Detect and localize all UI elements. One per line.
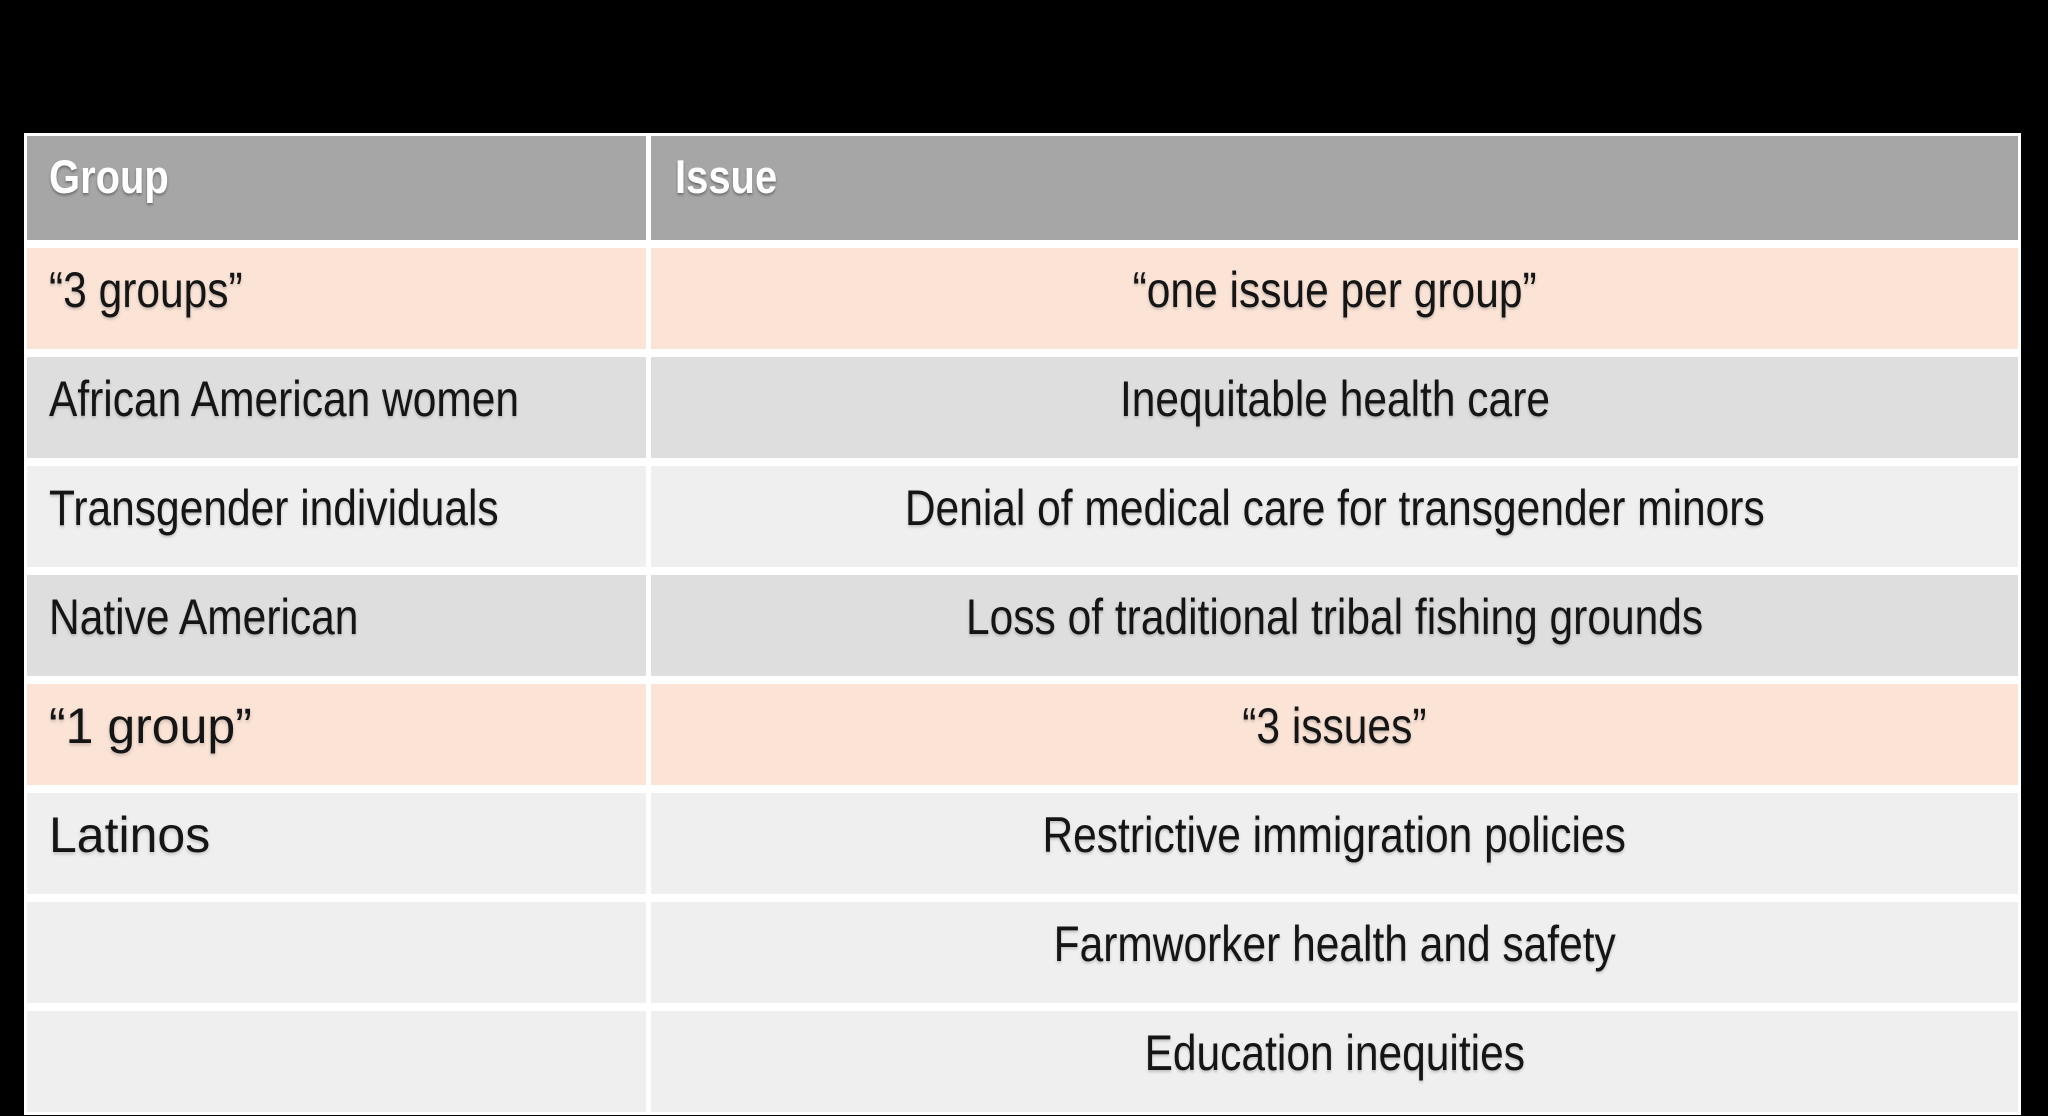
group-cell-text: “3 groups”: [49, 262, 243, 318]
group-cell-text: African American women: [49, 371, 520, 427]
issue-cell: Loss of traditional tribal fishing groun…: [651, 575, 2018, 676]
group-cell: Transgender individuals: [27, 466, 646, 567]
column-header-issue: Issue: [651, 136, 2018, 240]
issue-cell-text: Inequitable health care: [1119, 371, 1550, 427]
issue-cell: “3 issues”: [651, 684, 2018, 785]
issue-cell: Inequitable health care: [651, 357, 2018, 458]
group-cell: African American women: [27, 357, 646, 458]
group-cell-text: Latinos: [49, 807, 211, 863]
group-cell: “3 groups”: [27, 248, 646, 349]
issue-cell-text: “one issue per group”: [1132, 262, 1537, 318]
column-header-group: Group: [27, 136, 646, 240]
issue-cell: Denial of medical care for transgender m…: [651, 466, 2018, 567]
issue-cell-text: Farmworker health and safety: [1053, 916, 1616, 972]
issue-cell-text: Loss of traditional tribal fishing groun…: [965, 589, 1704, 645]
column-header-group-label: Group: [49, 150, 169, 203]
group-cell: Native American: [27, 575, 646, 676]
issue-cell-text: Restrictive immigration policies: [1042, 807, 1627, 863]
group-cell: “1 group”: [27, 684, 646, 785]
group-cell-text: Native American: [49, 589, 359, 645]
column-header-issue-label: Issue: [675, 150, 778, 203]
group-cell: [27, 902, 646, 1003]
issue-cell-text: “3 issues”: [1242, 698, 1427, 754]
issue-cell: Restrictive immigration policies: [651, 793, 2018, 894]
issue-cell-text: Denial of medical care for transgender m…: [904, 480, 1765, 536]
group-cell: [27, 1011, 646, 1112]
issue-cell: “one issue per group”: [651, 248, 2018, 349]
group-cell-text: “1 group”: [49, 698, 252, 754]
group-cell-text: Transgender individuals: [49, 480, 499, 536]
group-issue-table: Group Issue “3 groups” “one issue per gr…: [24, 133, 2021, 1115]
group-cell: Latinos: [27, 793, 646, 894]
issue-cell: Education inequities: [651, 1011, 2018, 1112]
issue-cell: Farmworker health and safety: [651, 902, 2018, 1003]
table-grid: Group Issue “3 groups” “one issue per gr…: [27, 136, 2018, 1112]
issue-cell-text: Education inequities: [1144, 1025, 1525, 1081]
